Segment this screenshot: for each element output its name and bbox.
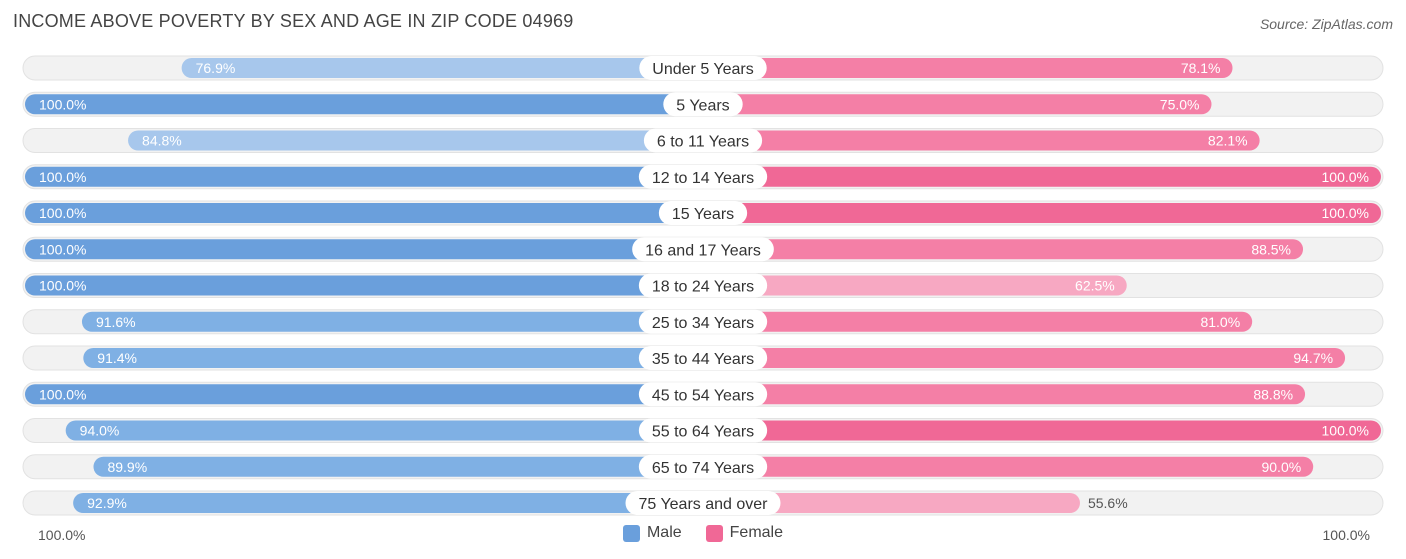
- value-label-female: 90.0%: [1261, 459, 1301, 475]
- bar-male: [65, 420, 704, 441]
- bar-female: [703, 166, 1381, 187]
- bar-male: [25, 384, 703, 405]
- bar-male: [25, 239, 703, 260]
- category-pill: [638, 346, 768, 370]
- bar-female: [703, 493, 1080, 513]
- category-pill: [625, 491, 781, 515]
- value-label-male: 89.9%: [107, 459, 147, 475]
- chart-source: Source: ZipAtlas.com: [1259, 16, 1393, 32]
- category-pill: [663, 92, 743, 117]
- bar-female: [703, 94, 1212, 115]
- value-label-female: 62.5%: [1075, 278, 1115, 294]
- diverging-bar-chart: 76.9% 78.1% Under 5 Years 100.0% 75.0% 5 Year…: [22, 55, 1384, 516]
- category-label: 35 to 44 Years: [652, 351, 754, 368]
- bar-female: [703, 130, 1260, 151]
- category-pill: [638, 418, 768, 443]
- bar-male: [25, 166, 703, 187]
- value-label-male: 100.0%: [39, 241, 86, 257]
- category-label: Under 5 Years: [652, 61, 753, 78]
- value-label-female: 78.1%: [1181, 60, 1221, 76]
- bar-female: [703, 384, 1306, 405]
- value-label-female: 100.0%: [1322, 423, 1369, 439]
- bar-female: [703, 420, 1381, 441]
- value-label-male: 100.0%: [39, 205, 86, 221]
- legend-label-male: Male: [646, 524, 682, 541]
- category-pill: [638, 273, 768, 298]
- value-label-male: 100.0%: [39, 169, 86, 185]
- bar-male: [93, 456, 703, 477]
- category-label: 12 to 14 Years: [652, 170, 754, 187]
- value-label-female: 94.7%: [1293, 350, 1333, 366]
- legend-item-female: Female: [705, 524, 784, 542]
- category-label: 18 to 24 Years: [652, 279, 754, 296]
- bar-male: [81, 311, 703, 332]
- chart-title: INCOME ABOVE POVERTY BY SEX AND AGE IN Z…: [13, 11, 574, 31]
- category-label: 45 to 54 Years: [652, 387, 754, 404]
- category-pill: [638, 382, 768, 407]
- category-label: 55 to 64 Years: [652, 424, 754, 441]
- category-label: 75 Years and over: [639, 496, 769, 513]
- value-label-male: 100.0%: [39, 386, 86, 402]
- bar-female: [703, 203, 1381, 223]
- bar-female: [703, 275, 1127, 296]
- category-pill: [643, 128, 763, 153]
- value-label-female: 82.1%: [1208, 133, 1248, 149]
- category-pill: [638, 164, 768, 189]
- category-pill: [639, 56, 767, 80]
- bar-male: [73, 493, 703, 513]
- bar-male: [83, 348, 704, 368]
- axis-right-label: 100.0%: [1322, 527, 1370, 543]
- category-pill: [658, 201, 748, 225]
- legend-label-female: Female: [729, 524, 784, 541]
- category-label: 6 to 11 Years: [657, 134, 749, 151]
- bar-female: [703, 58, 1233, 78]
- value-label-male: 100.0%: [39, 278, 86, 294]
- legend-item-male: Male: [622, 524, 682, 542]
- bar-male: [25, 94, 703, 115]
- category-pill: [638, 454, 768, 479]
- bar-male: [25, 275, 703, 296]
- legend-swatch-female: [705, 524, 723, 542]
- bar-female: [703, 348, 1346, 368]
- value-label-female: 75.0%: [1160, 96, 1200, 112]
- bar-male: [181, 58, 704, 78]
- axis-left-label: 100.0%: [38, 527, 86, 543]
- bar-female: [703, 456, 1314, 477]
- value-label-female: 100.0%: [1322, 169, 1369, 185]
- value-label-female: 81.0%: [1200, 314, 1240, 330]
- value-label-female: 88.5%: [1251, 241, 1291, 257]
- value-label-male: 91.4%: [97, 350, 137, 366]
- value-label-male: 100.0%: [39, 96, 86, 112]
- legend-swatch-male: [622, 524, 640, 542]
- value-label-male: 92.9%: [87, 495, 127, 511]
- category-label: 5 Years: [676, 97, 729, 114]
- category-pill: [632, 237, 774, 262]
- legend: Male Female: [0, 524, 1406, 542]
- value-label-male: 76.9%: [196, 60, 236, 76]
- bar-female: [703, 311, 1253, 332]
- bar-female: [703, 239, 1304, 260]
- value-label-female: 100.0%: [1322, 205, 1369, 221]
- bar-male: [128, 130, 703, 151]
- category-label: 15 Years: [672, 206, 734, 223]
- bar-male: [25, 203, 703, 223]
- value-label-male: 84.8%: [142, 133, 182, 149]
- value-label-male: 91.6%: [96, 314, 136, 330]
- value-label-female: 88.8%: [1253, 386, 1293, 402]
- value-label-female: 55.6%: [1088, 495, 1128, 511]
- category-label: 16 and 17 Years: [645, 242, 761, 259]
- category-label: 65 to 74 Years: [652, 460, 754, 477]
- category-label: 25 to 34 Years: [652, 315, 754, 332]
- value-label-male: 94.0%: [80, 423, 120, 439]
- category-pill: [638, 309, 768, 334]
